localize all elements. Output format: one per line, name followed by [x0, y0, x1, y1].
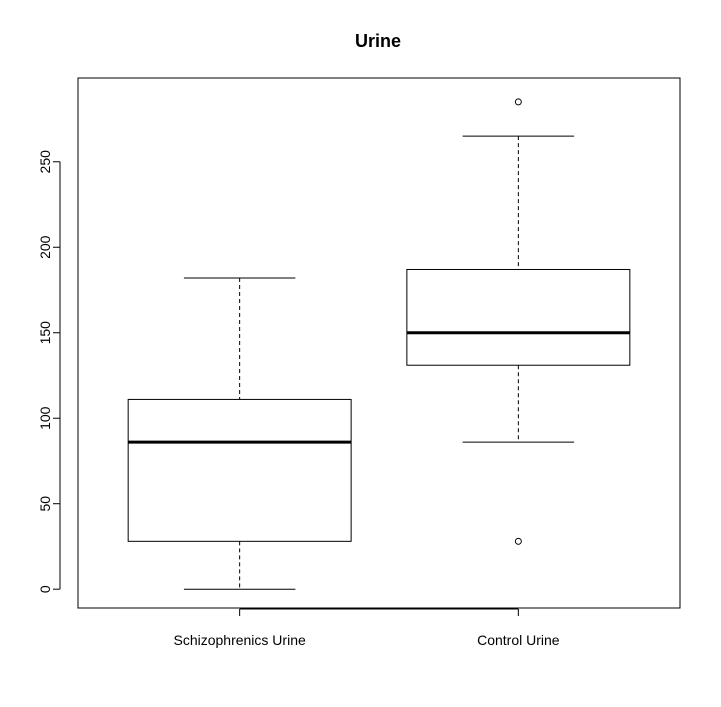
- x-tick-label: Control Urine: [477, 632, 560, 648]
- y-tick-label: 50: [37, 496, 53, 512]
- y-tick-label: 150: [37, 321, 53, 345]
- box-series: [127, 98, 631, 590]
- plot-area-frame: [77, 77, 681, 609]
- box-1: [127, 277, 352, 590]
- box-iqr: [127, 398, 352, 542]
- chart-title: Urine: [355, 31, 401, 51]
- box-iqr: [406, 268, 631, 366]
- y-tick-label: 200: [37, 235, 53, 259]
- box-2: [406, 98, 631, 545]
- outlier-point: [514, 98, 522, 106]
- x-tick-label: Schizophrenics Urine: [173, 632, 305, 648]
- outlier-point: [514, 537, 522, 545]
- x-axis: Schizophrenics Urine Control Urine: [173, 608, 560, 648]
- y-tick-label: 0: [37, 585, 53, 593]
- y-axis: 0 50 100 150 200 250: [37, 150, 61, 593]
- y-tick-label: 250: [37, 150, 53, 174]
- y-tick-label: 100: [37, 406, 53, 430]
